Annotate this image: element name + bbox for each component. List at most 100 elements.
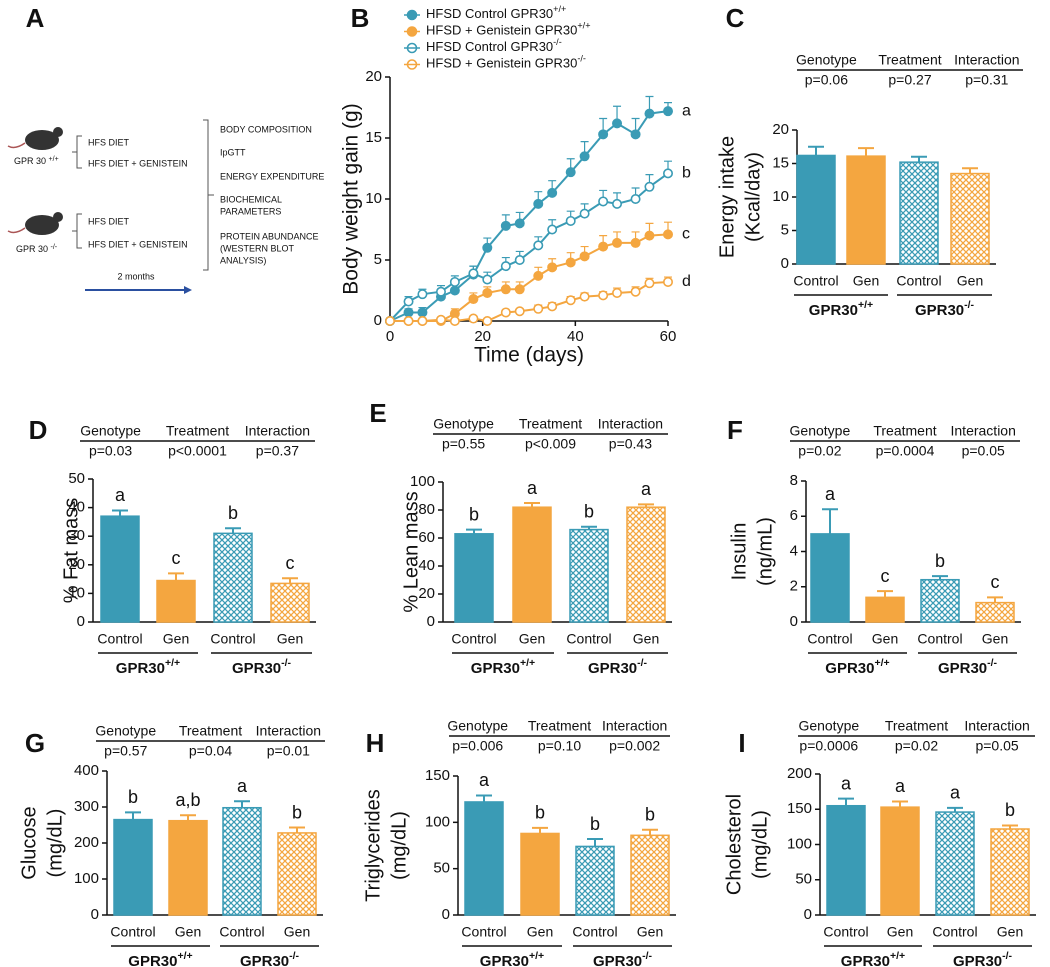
panel-a: A GPR 30 +/+ HFS DIET HFS DIET + GENISTE… <box>7 3 324 294</box>
p-value: p=0.02 <box>895 738 938 754</box>
y-tick-label: 20 <box>365 68 382 85</box>
stats-label: Interaction <box>954 52 1019 68</box>
data-point <box>579 291 590 302</box>
y-axis-label: % Fat mass <box>60 498 82 604</box>
x-tick-label: Control <box>917 631 962 647</box>
bar <box>865 596 905 623</box>
data-point <box>630 129 641 140</box>
panel-letter: A <box>26 3 45 33</box>
significance-letter: b <box>128 787 138 807</box>
y-tick-label: 0 <box>804 906 812 923</box>
label: GPR30-/- <box>232 657 292 677</box>
x-tick-label: Gen <box>982 631 1008 647</box>
label-sup: +/+ <box>165 657 180 669</box>
error-bar <box>225 527 241 534</box>
data-point <box>662 229 673 240</box>
bar <box>156 579 196 623</box>
bar <box>512 506 552 623</box>
y-tick-label: 400 <box>74 762 99 779</box>
data-point <box>644 230 655 241</box>
y-axis-label: % Lean mass <box>400 491 422 612</box>
p-value: p=0.57 <box>104 743 147 759</box>
group-letter: d <box>682 273 691 290</box>
label: GPR30+/+ <box>480 950 544 967</box>
data-point <box>417 289 428 300</box>
data-point <box>533 198 544 209</box>
data-point <box>598 241 609 252</box>
stats-label: Genotype <box>796 52 857 68</box>
p-value: p=0.55 <box>442 436 485 452</box>
error-bar <box>877 590 893 598</box>
panel-G: G Genotype p=0.57 Treatment p=0.04 Interactio… <box>18 723 325 967</box>
stats-label: Treatment <box>873 423 936 439</box>
significance-letter: a <box>479 770 490 790</box>
data-point <box>449 315 460 326</box>
data-point <box>417 307 428 318</box>
y-tick-label: 0 <box>427 613 435 630</box>
label: GPR30-/- <box>953 950 1013 967</box>
error-bar <box>808 145 824 156</box>
label: HFSD Control GPR30+/+ <box>426 4 566 21</box>
panel-letter: C <box>726 3 745 33</box>
data-point <box>644 181 655 192</box>
y-axis-label: Insulin <box>728 523 750 581</box>
label-text: GPR30 <box>240 953 289 967</box>
panel-C: C Genotype p=0.06 Treatment p=0.27 Interactio… <box>716 3 1023 319</box>
y-tick-label: 8 <box>790 472 798 489</box>
data-point <box>468 294 479 305</box>
label-text: GPR30 <box>116 660 165 677</box>
significance-letter: b <box>228 503 238 523</box>
data-point <box>598 129 609 140</box>
y-axis-label: (Kcal/day) <box>742 152 764 242</box>
error-bar <box>587 838 603 847</box>
data-point <box>579 208 590 219</box>
x-tick-label: Gen <box>163 631 189 647</box>
stats-label: Treatment <box>179 723 242 739</box>
panel-F: F Genotype p=0.02 Treatment p=0.0004 Interact… <box>727 415 1021 677</box>
data-point <box>547 224 558 235</box>
bar <box>113 818 153 916</box>
y-tick-label: 5 <box>374 251 382 268</box>
p-value: p=0.43 <box>609 436 652 452</box>
bar <box>168 819 208 916</box>
y-tick-label: 0 <box>442 906 450 923</box>
stats-label: Genotype <box>95 723 156 739</box>
y-tick-label: 100 <box>410 473 435 490</box>
error-bar <box>282 577 298 584</box>
y-tick-label: 100 <box>787 835 812 852</box>
y-tick-label: 10 <box>68 584 85 601</box>
bar <box>846 155 886 265</box>
panel-B: B 0 5 10 15 20 0 20 40 60 Time (days) Body weight g… <box>340 3 691 367</box>
label: GPR30+/+ <box>809 299 873 319</box>
stats-label: Interaction <box>245 423 310 439</box>
stats-label: Interaction <box>598 416 663 432</box>
bracket <box>72 213 82 249</box>
stats-label: Treatment <box>519 416 582 432</box>
data-point <box>662 276 673 287</box>
data-point <box>579 251 590 262</box>
panel-letter: G <box>25 728 45 758</box>
outcome: IpGTT <box>220 147 246 157</box>
panel-D: D Genotype p=0.03 Treatment p<0.0001 Interact… <box>29 415 316 677</box>
y-tick-label: 100 <box>74 870 99 887</box>
y-tick-label: 20 <box>68 556 85 573</box>
mouse-sup: +/+ <box>49 156 59 163</box>
y-tick-label: 15 <box>772 154 789 171</box>
label-text: GPR30 <box>232 660 281 677</box>
significance-letter: c <box>286 553 295 573</box>
label: GPR30-/- <box>240 950 300 967</box>
mouse-icon <box>53 212 63 222</box>
error-bar <box>168 572 184 581</box>
data-point <box>403 307 414 318</box>
x-tick-label: Control <box>461 924 506 940</box>
stats-label: Interaction <box>964 718 1029 734</box>
mouse-label: GPR 30 <box>14 156 46 166</box>
error-bar <box>234 800 250 808</box>
significance-letter: b <box>935 551 945 571</box>
data-point <box>500 220 511 231</box>
bar <box>569 528 609 623</box>
data-point <box>662 106 673 117</box>
series-line <box>390 280 669 323</box>
p-value: p<0.009 <box>525 436 576 452</box>
data-point <box>565 295 576 306</box>
